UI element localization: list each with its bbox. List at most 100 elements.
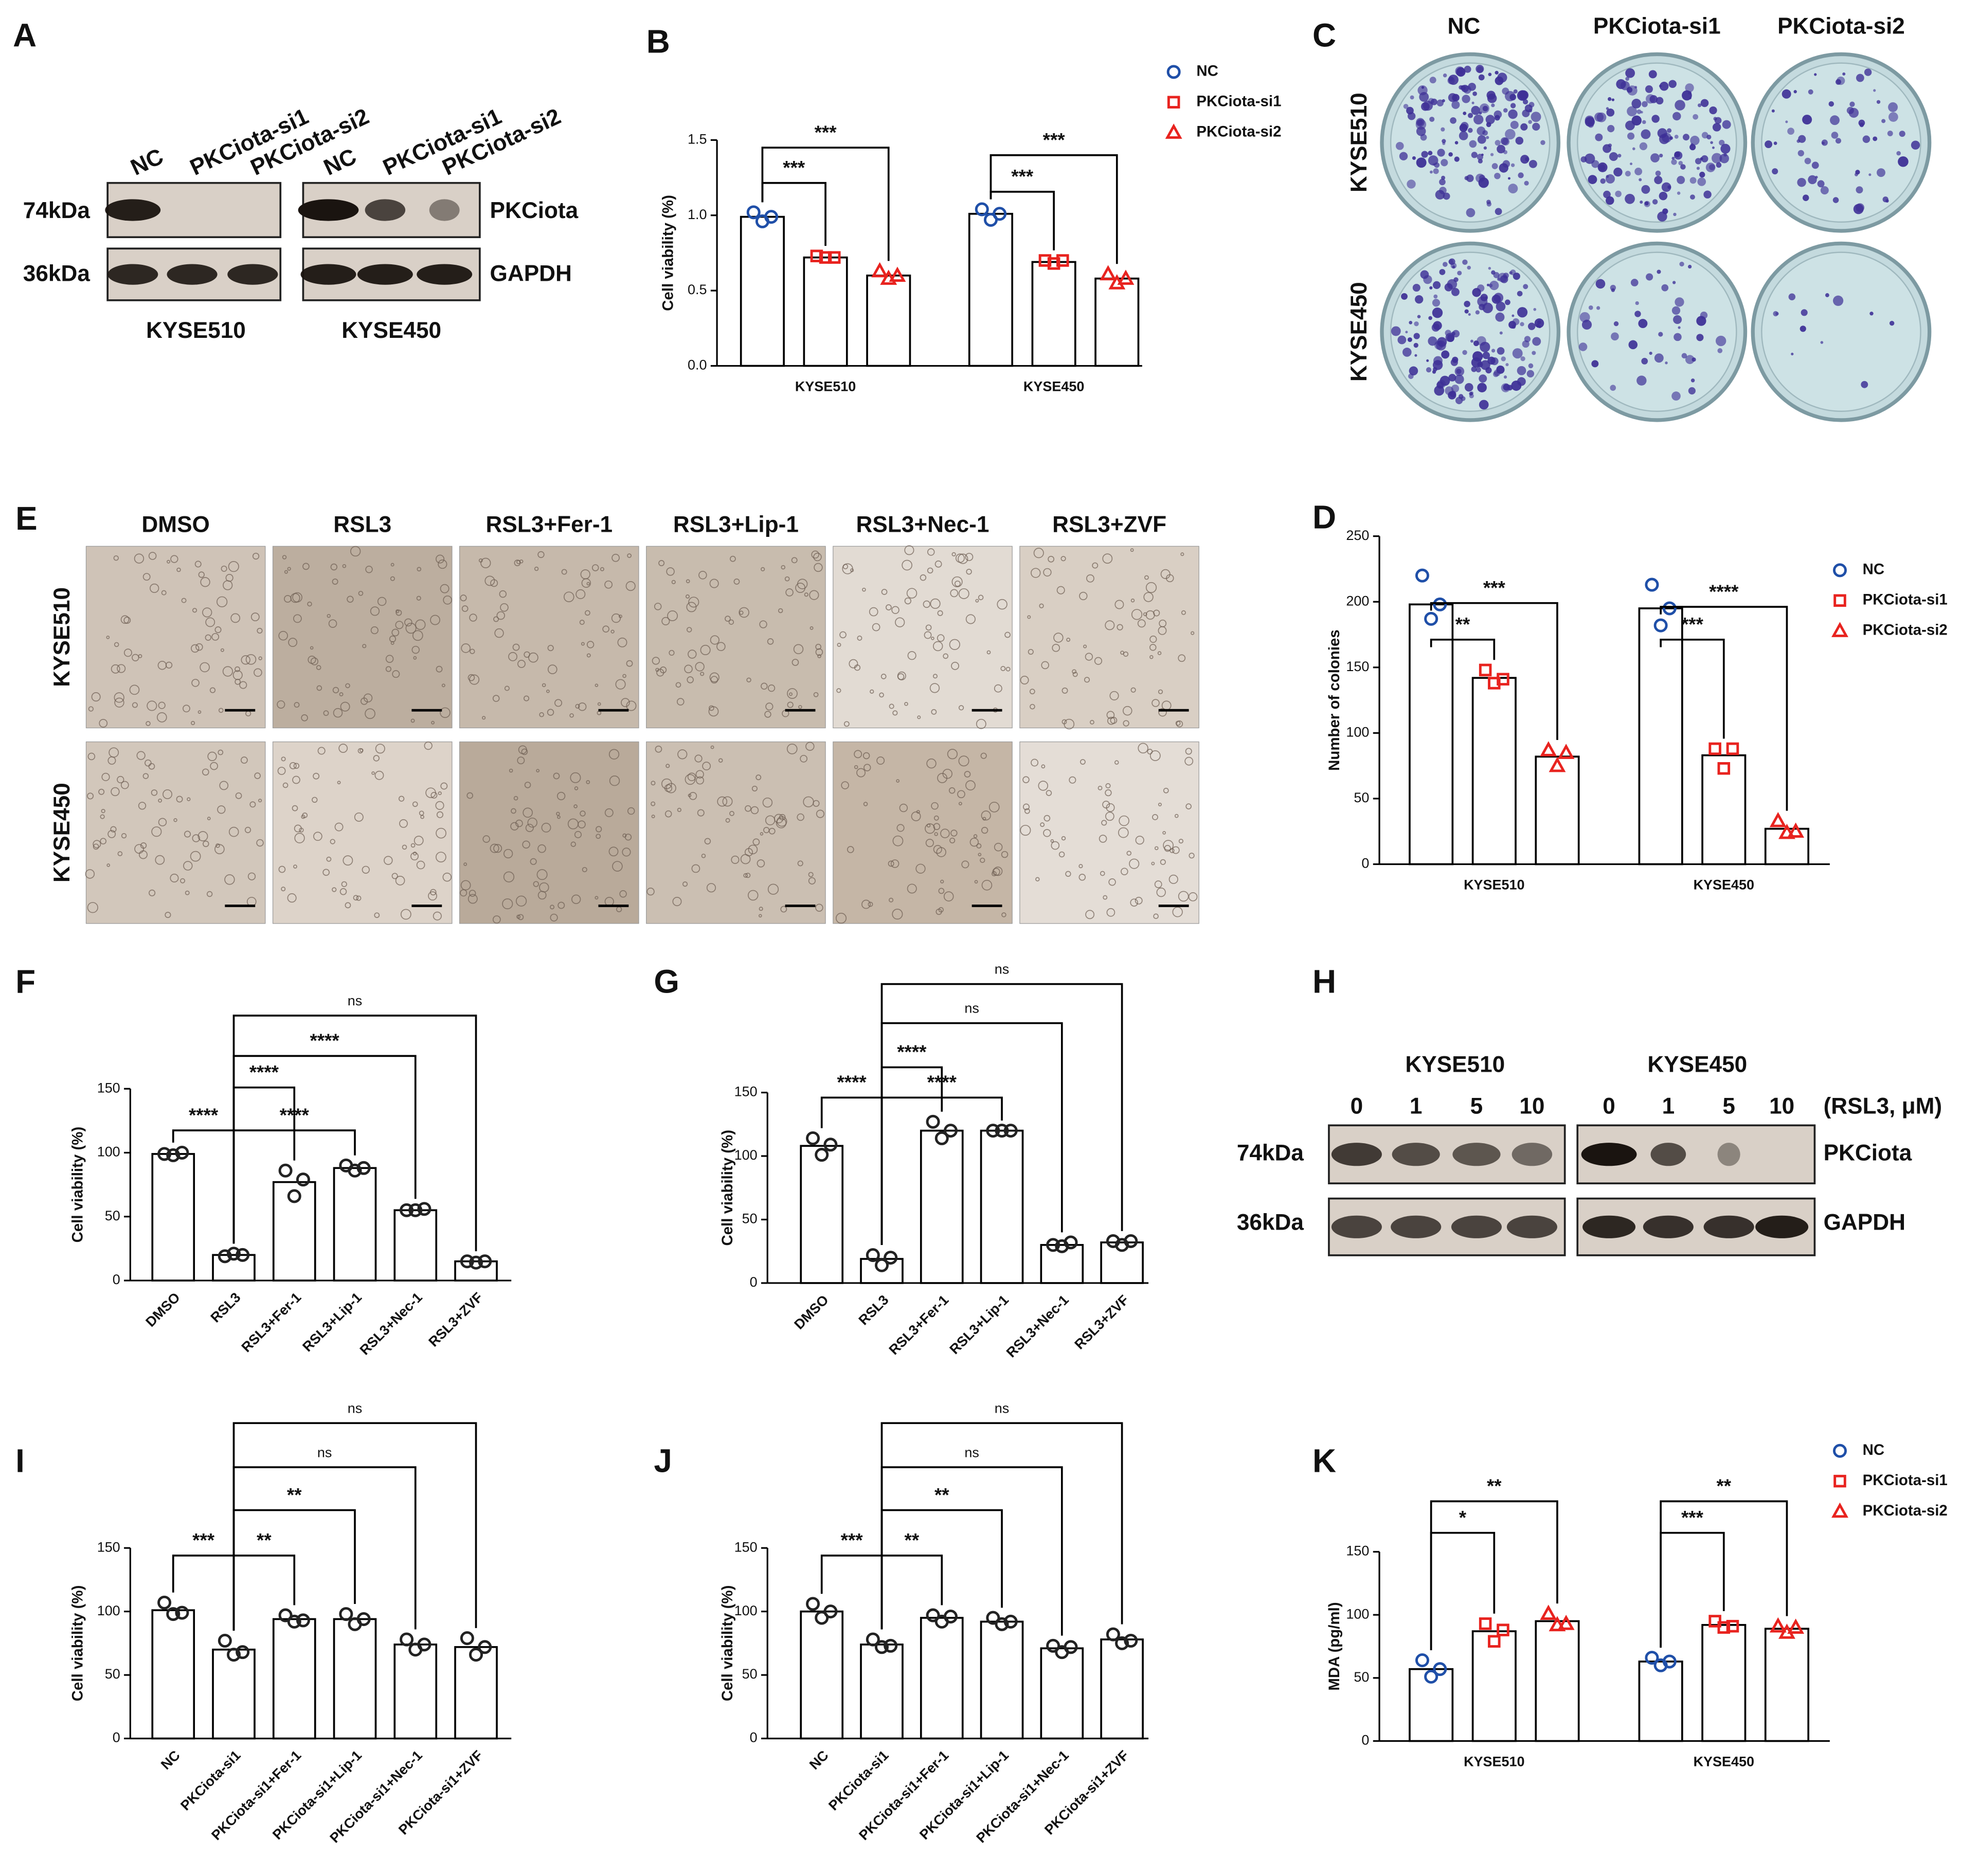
cell (493, 844, 502, 853)
cell (482, 835, 490, 843)
cell (1120, 651, 1124, 655)
colony (1701, 155, 1708, 163)
mw-marker: 36kDa (23, 261, 91, 286)
cell (469, 890, 476, 897)
colony (1787, 128, 1794, 135)
y-tick-label: 50 (1354, 790, 1369, 805)
colony (1391, 326, 1401, 336)
cell (612, 861, 623, 872)
band (300, 264, 356, 285)
colony (1611, 98, 1615, 101)
cell (625, 581, 636, 591)
cell (627, 553, 632, 558)
cell (339, 888, 347, 895)
colony (1442, 142, 1446, 145)
colony (1513, 89, 1518, 94)
colony (1782, 89, 1791, 99)
panel-letter: D (1312, 499, 1336, 536)
colony (1685, 83, 1694, 93)
cell (1079, 591, 1088, 601)
cell (934, 560, 942, 568)
colony (1505, 129, 1516, 140)
cell (925, 624, 932, 631)
cell (836, 688, 841, 693)
cell (292, 805, 298, 811)
cell (745, 805, 751, 812)
colony (1856, 203, 1865, 212)
bar (1701, 1624, 1747, 1742)
significance-label: **** (189, 1105, 219, 1126)
cell (114, 697, 124, 708)
cell (580, 810, 586, 817)
cell (546, 689, 550, 693)
colony (1658, 332, 1663, 337)
cell (981, 826, 988, 834)
bar (1535, 1620, 1580, 1742)
colony (1591, 160, 1599, 168)
colony (1441, 175, 1446, 180)
colony (1876, 100, 1881, 104)
cell (287, 893, 297, 903)
cell (110, 826, 117, 833)
cell (1184, 756, 1194, 766)
cell (1131, 609, 1143, 620)
cell (856, 768, 866, 778)
colony (1469, 392, 1473, 396)
data-point (1497, 673, 1509, 686)
colony (1864, 68, 1872, 76)
significance-label: *** (841, 1530, 863, 1551)
significance-label: **** (1709, 581, 1739, 602)
cell (658, 560, 665, 567)
data-point (469, 1648, 483, 1662)
cell (570, 772, 581, 783)
bar (803, 256, 848, 367)
data-point (874, 1258, 889, 1272)
cell (622, 847, 631, 857)
cell (197, 710, 202, 714)
cell (1050, 839, 1054, 843)
cell (718, 758, 723, 763)
colony (1662, 208, 1668, 214)
colony (1606, 108, 1615, 117)
data-point (1726, 1619, 1739, 1633)
cell (835, 912, 847, 924)
bar (333, 1618, 377, 1740)
colony (1479, 400, 1489, 410)
x-tick-label: RSL3+Fer-1 (239, 1290, 304, 1356)
colony (1689, 144, 1696, 151)
cell (958, 553, 968, 564)
band (1391, 1215, 1442, 1238)
cell (813, 552, 822, 562)
colony (1462, 350, 1467, 355)
cell (938, 888, 945, 894)
cell (899, 803, 908, 813)
colony (1419, 92, 1429, 102)
colony (1605, 174, 1615, 184)
cell (925, 839, 934, 847)
data-point (348, 1163, 362, 1178)
colony (1858, 119, 1865, 127)
colony (1476, 367, 1481, 373)
colony (1476, 65, 1484, 74)
cell (106, 863, 111, 867)
legend-marker (1833, 1474, 1846, 1488)
data-point (417, 1202, 431, 1216)
bar (740, 215, 785, 367)
x-tick-label: NC (806, 1747, 832, 1773)
colony (1696, 316, 1706, 326)
cell (813, 692, 819, 697)
cell (385, 666, 392, 672)
significance-label: ** (1487, 1475, 1502, 1496)
significance-label: ** (287, 1484, 302, 1505)
cell (200, 577, 210, 587)
cell (710, 635, 719, 645)
colony (1690, 194, 1695, 200)
cell (1078, 873, 1086, 881)
cell (622, 674, 626, 678)
column-label: PKCiota-si2 (1777, 14, 1905, 39)
colony (1690, 378, 1695, 383)
cell (691, 864, 700, 873)
cell (247, 872, 256, 880)
cell (241, 655, 250, 665)
cell (904, 545, 914, 555)
